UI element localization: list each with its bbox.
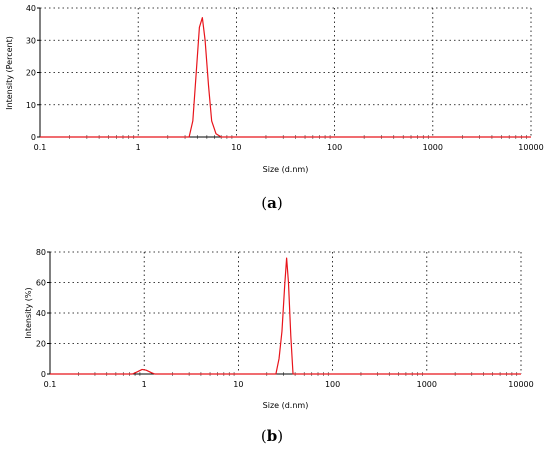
y-tick-label: 20 — [36, 340, 46, 349]
x-axis-label: Size (d.nm) — [263, 401, 309, 410]
y-tick-label: 10 — [26, 101, 36, 110]
panel-label-letter: a — [267, 194, 277, 212]
y-tick-label: 20 — [26, 69, 36, 78]
x-tick-label: 100 — [327, 143, 342, 152]
chart-panel-a: 0.1 1 10 100 1000 10000 0 10 20 30 40 Size (d.nm) In… — [5, 4, 544, 212]
y-tick-label: 0 — [31, 133, 36, 142]
y-tick-label: 40 — [36, 309, 46, 318]
x-tick-label: 0.1 — [34, 143, 47, 152]
x-tick-label: 100 — [325, 380, 340, 389]
x-tick-label: 10000 — [518, 143, 543, 152]
x-tick-label: 1 — [136, 143, 141, 152]
x-tick-label: 1000 — [417, 380, 437, 389]
x-tick-label: 10 — [231, 143, 241, 152]
panel-label: (a) — [261, 194, 282, 212]
x-tick-label: 10000 — [508, 380, 533, 389]
x-axis-label: Size (d.nm) — [263, 165, 309, 174]
y-tick-label: 80 — [36, 248, 46, 257]
panel-label: (b) — [261, 427, 283, 445]
y-axis-label: Intensity (Percent) — [5, 36, 14, 110]
y-tick-label: 30 — [26, 36, 36, 45]
x-tick-label: 0.1 — [44, 380, 57, 389]
x-tick-label: 10 — [233, 380, 243, 389]
series-line — [50, 257, 521, 375]
chart-panel-b: 0.1 1 10 100 1000 10000 0 20 40 60 80 Size (d.nm) In… — [24, 248, 534, 445]
y-tick-label: 60 — [36, 279, 46, 288]
y-tick-label: 40 — [26, 4, 36, 13]
y-axis-label: Intensity (%) — [24, 287, 33, 338]
y-tick-label: 0 — [41, 370, 46, 379]
panel-label-letter: b — [267, 427, 278, 445]
series-line — [40, 17, 531, 138]
x-tick-label: 1000 — [423, 143, 443, 152]
x-tick-label: 1 — [142, 380, 147, 389]
panel-label-open: ( — [261, 427, 267, 445]
panel-label-open: ( — [261, 194, 267, 212]
panel-label-close: ) — [277, 194, 283, 212]
panel-label-close: ) — [277, 427, 283, 445]
